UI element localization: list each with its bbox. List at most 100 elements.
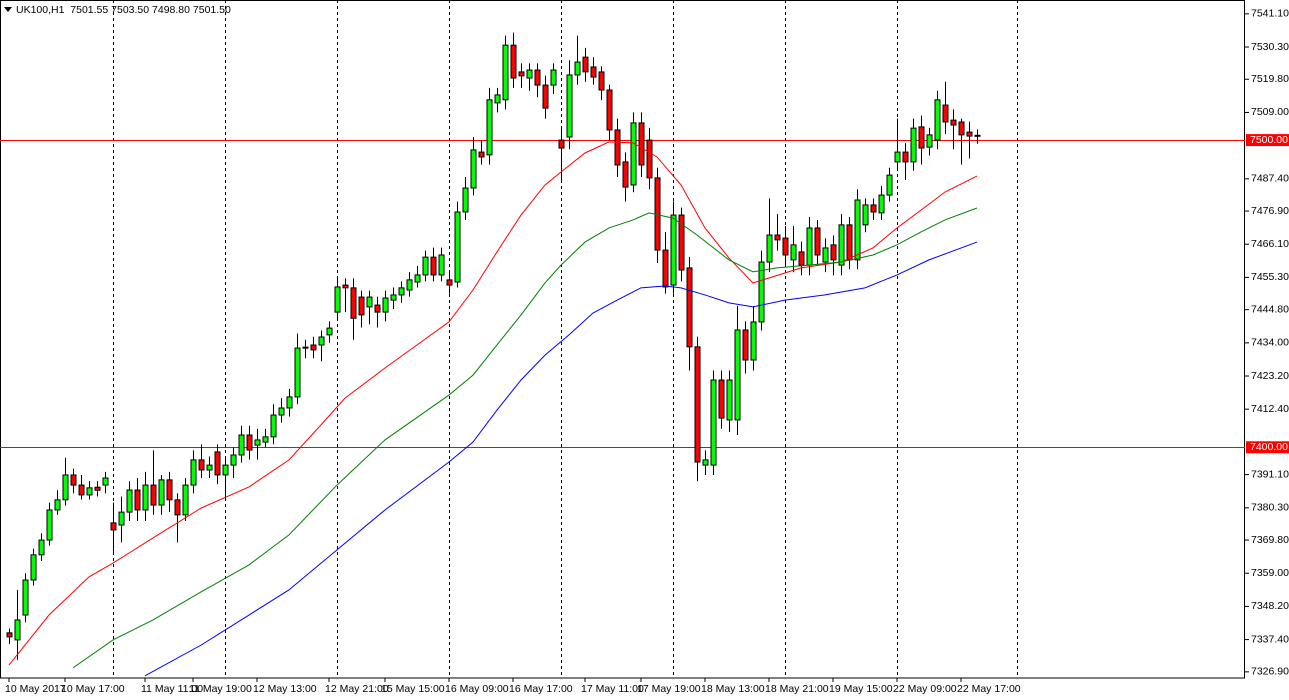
x-tick-label: 16 May 09:00: [445, 683, 509, 695]
moving-average: [72, 207, 978, 669]
candle-body: [950, 119, 957, 126]
candle-body: [494, 94, 501, 104]
y-tick-label: 7519.80: [1251, 73, 1289, 85]
level-label-box: [1246, 134, 1289, 147]
candle-body: [238, 434, 245, 456]
chart-title: UK100,H1 7501.55 7503.50 7498.80 7501.50: [16, 4, 231, 16]
candle-body: [350, 287, 357, 319]
candle-body: [86, 487, 93, 496]
x-tick-label: 17 May 19:00: [637, 683, 701, 695]
candle-body: [126, 489, 133, 513]
candle-body: [566, 74, 573, 138]
y-tick-label: 7369.80: [1251, 534, 1289, 546]
candle-body: [686, 267, 693, 348]
candle-body: [46, 509, 53, 541]
candle-body: [398, 287, 405, 296]
candle-body: [854, 199, 861, 261]
candle-body: [774, 234, 781, 241]
y-tick-label: 7380.30: [1251, 502, 1289, 514]
candle-body: [814, 227, 821, 256]
candle-body: [734, 329, 741, 421]
candle-body: [694, 346, 701, 463]
y-tick-label: 7326.90: [1251, 666, 1289, 678]
candle-body: [638, 122, 645, 166]
y-tick-label: 7348.20: [1251, 600, 1289, 612]
candle-body: [966, 131, 973, 137]
candle-body: [366, 296, 373, 308]
candle-body: [358, 296, 365, 316]
menu-arrow: [4, 7, 12, 12]
y-tick-label: 7530.30: [1251, 41, 1289, 53]
candle-body: [806, 227, 813, 266]
candle-body: [414, 274, 421, 283]
candle-body: [278, 407, 285, 416]
candle-body: [342, 284, 349, 289]
candle-body: [718, 379, 725, 419]
x-tick-label: 22 May 09:00: [893, 683, 957, 695]
x-tick-label: 18 May 13:00: [701, 683, 765, 695]
candle-body: [646, 139, 653, 179]
candle-body: [598, 71, 605, 91]
candle-body: [470, 149, 477, 189]
candle-body: [550, 69, 557, 86]
candle-body: [942, 104, 949, 123]
candle-body: [246, 434, 253, 451]
candle-body: [318, 336, 325, 346]
candle-body: [582, 56, 589, 73]
candle-body: [166, 479, 173, 501]
y-tick-label: 7434.00: [1251, 337, 1289, 349]
candle-body: [870, 204, 877, 213]
x-tick-label: 10 May 2017: [5, 683, 66, 695]
candle-body: [254, 439, 261, 446]
x-tick-label: 11 May 11:00: [141, 683, 203, 695]
candle-body: [294, 347, 301, 398]
candle-body: [590, 66, 597, 78]
y-tick-label: 7487.40: [1251, 173, 1289, 185]
candle-body: [862, 204, 869, 226]
x-tick-label: 22 May 17:00: [957, 683, 1021, 695]
candle-body: [710, 379, 717, 466]
candle-body: [462, 187, 469, 213]
candle-body: [62, 474, 69, 501]
candle-body: [134, 489, 141, 511]
candle-body: [614, 129, 621, 166]
candle-body: [78, 484, 85, 496]
candle-body: [286, 396, 293, 409]
candle-body: [766, 234, 773, 263]
x-tick-label: 12 May 13:00: [253, 683, 317, 695]
plot-frame: [0, 0, 1245, 679]
candle-body: [502, 44, 509, 101]
candle-body: [390, 294, 397, 301]
candle-body: [22, 579, 29, 616]
candle-body: [406, 279, 413, 291]
candle-body: [174, 499, 181, 516]
candle-body: [662, 249, 669, 288]
candle-body: [510, 44, 517, 79]
candle-body: [910, 127, 917, 163]
level-label-box: [1246, 441, 1289, 454]
moving-average: [144, 241, 978, 677]
x-tick-label: 19 May 15:00: [829, 683, 893, 695]
candle-body: [230, 454, 237, 466]
candle-body: [750, 321, 757, 361]
candle-body: [542, 84, 549, 109]
candle-body: [302, 346, 309, 349]
candle-body: [886, 174, 893, 196]
candle-body: [486, 99, 493, 156]
candle-body: [630, 122, 637, 186]
candle-body: [14, 619, 21, 641]
candle-body: [670, 214, 677, 286]
candle-body: [830, 244, 837, 261]
candle-body: [438, 254, 445, 276]
candle-body: [918, 126, 925, 149]
candle-body: [94, 486, 101, 491]
candle-body: [798, 251, 805, 266]
candle-body: [526, 69, 533, 79]
candle-body: [822, 247, 829, 263]
y-tick-label: 7391.10: [1251, 468, 1289, 480]
y-tick-label: 7466.10: [1251, 238, 1289, 250]
candle-body: [838, 224, 845, 266]
candle-body: [70, 474, 77, 486]
